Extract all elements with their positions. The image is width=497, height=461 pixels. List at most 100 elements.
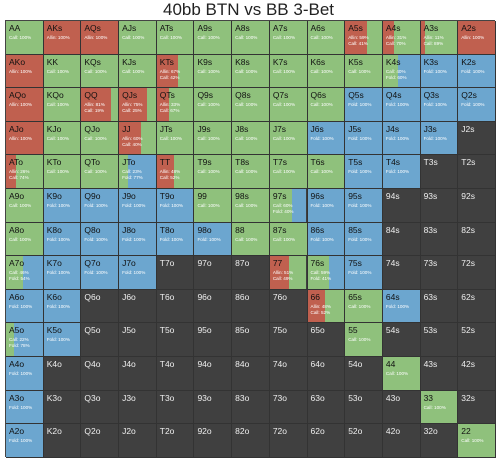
hand-frequency: Call: 100%	[348, 337, 371, 343]
hand-cell: JTo Call: 23% Fold: 77%	[119, 155, 157, 189]
hand-frequency: Call: 100%	[9, 35, 32, 40]
hand-cell: 52o	[345, 424, 383, 458]
hand-cell: K5o Fold: 100%	[43, 323, 82, 357]
action-fill-call	[6, 323, 15, 356]
hand-label: KQo	[46, 90, 64, 101]
hand-cell: Q6o	[81, 289, 120, 324]
hand-label: A8o	[9, 224, 25, 235]
hand-frequency: Call: 100%	[122, 68, 145, 74]
hand-label: A6s	[310, 23, 326, 33]
hand-cell: 83o	[232, 390, 270, 425]
hand-frequency: Call: 100%	[46, 102, 69, 108]
hand-label: 65s	[348, 291, 362, 302]
hand-cell: 74s	[382, 256, 421, 290]
hand-frequency: Call: 100%	[46, 169, 69, 175]
hand-label: 75s	[348, 258, 362, 269]
action-fill-call	[232, 21, 269, 54]
hand-frequency: Fold: 100%	[122, 236, 146, 242]
hand-cell: T4o	[156, 356, 195, 391]
hand-cell: T6o	[156, 289, 195, 324]
hand-cell: 92o	[194, 424, 233, 458]
hand-cell: T5o	[156, 323, 195, 357]
action-fill-call	[269, 88, 307, 121]
hand-label: 32s	[461, 392, 475, 403]
chart-title: 40bb BTN vs BB 3-Bet	[162, 0, 335, 19]
hand-label: K2o	[46, 426, 62, 437]
hand-label: AQs	[84, 23, 101, 33]
hand-label: JTo	[122, 157, 136, 168]
hand-frequency: Allin: 59% Call: 41%	[348, 35, 369, 46]
hand-cell: KTo Call: 100%	[43, 155, 82, 189]
action-fill-call	[194, 54, 232, 88]
hand-cell: JTs Call: 100%	[156, 121, 195, 156]
hand-cell: 85s Fold: 100%	[345, 222, 383, 257]
hand-cell: A2s Allin: 100%	[458, 21, 496, 55]
hand-frequency: Fold: 100%	[348, 236, 372, 242]
hand-label: 94o	[197, 358, 212, 369]
hand-cell: A7s Call: 100%	[269, 21, 308, 55]
hand-frequency: Fold: 100%	[385, 303, 410, 309]
action-fill-fold	[345, 256, 382, 289]
hand-cell: 82s	[458, 222, 496, 257]
hand-label: Q2o	[84, 426, 101, 437]
hand-cell: Q5o	[81, 323, 120, 357]
hand-frequency: Fold: 100%	[84, 236, 108, 242]
hand-frequency: Call: 100%	[84, 169, 107, 175]
hand-cell: 43o	[382, 390, 421, 425]
action-fill-call	[232, 121, 269, 155]
hand-cell: 52s	[458, 323, 496, 357]
hand-cell: 98o Fold: 100%	[194, 222, 233, 257]
action-fill-fold	[382, 289, 420, 323]
action-fill-allin	[6, 88, 43, 121]
action-fill-fold	[307, 188, 345, 222]
action-fill-call	[43, 88, 81, 121]
hand-cell: J2o	[119, 424, 157, 458]
hand-label: K9o	[46, 190, 62, 201]
action-fill-fold	[345, 155, 382, 188]
hand-label: J5o	[122, 325, 136, 336]
action-fill-allin	[6, 54, 43, 88]
hand-label: 43s	[423, 358, 438, 369]
hand-frequency: Fold: 100%	[385, 169, 410, 175]
hand-frequency: Call: 22% Fold: 78%	[9, 337, 30, 349]
action-fill-allin	[81, 21, 119, 54]
hand-frequency: Allin: 100%	[84, 35, 108, 40]
hand-label: 95o	[197, 325, 212, 336]
action-fill-call	[194, 121, 232, 155]
hand-cell: Q3o	[81, 390, 120, 425]
action-fill-call	[458, 424, 495, 457]
action-fill-call	[194, 88, 232, 121]
hand-cell: AQo Allin: 100%	[6, 88, 44, 122]
action-fill-call	[345, 289, 382, 323]
hand-label: K8o	[46, 224, 62, 235]
hand-cell: 42o	[382, 424, 421, 458]
hand-label: 84s	[385, 224, 400, 235]
action-fill-call	[194, 155, 232, 188]
action-fill-fold	[345, 222, 382, 256]
hand-frequency: Fold: 100%	[122, 270, 146, 276]
hand-label: 52s	[461, 325, 475, 336]
action-fill-call	[119, 155, 128, 188]
hand-frequency: Call: 100%	[235, 35, 258, 40]
action-fill-call	[6, 256, 23, 289]
hand-frequency: Fold: 100%	[348, 135, 372, 141]
hand-label: Q2s	[461, 90, 477, 101]
hand-label: 92o	[197, 426, 212, 437]
hand-frequency: Call: 100%	[310, 35, 333, 40]
hand-frequency: Call: 100%	[159, 135, 182, 141]
action-fill-fold	[307, 121, 345, 155]
hand-cell: 92s	[458, 188, 496, 223]
hand-frequency: Fold: 100%	[385, 135, 410, 141]
hand-frequency: Fold: 100%	[9, 438, 33, 444]
hand-label: 83o	[235, 392, 250, 403]
action-fill-call	[156, 21, 194, 54]
hand-label: 99	[197, 190, 207, 201]
hand-cell: T9s Call: 100%	[194, 155, 233, 189]
hand-label: 98o	[197, 224, 212, 235]
hand-cell: 65o	[307, 323, 346, 357]
hand-frequency: Fold: 100%	[159, 202, 183, 208]
action-fill-fold	[194, 222, 232, 256]
hand-label: Q8s	[235, 90, 251, 101]
hand-frequency: Fold: 100%	[310, 236, 334, 242]
hand-frequency: Call: 100%	[385, 370, 409, 376]
